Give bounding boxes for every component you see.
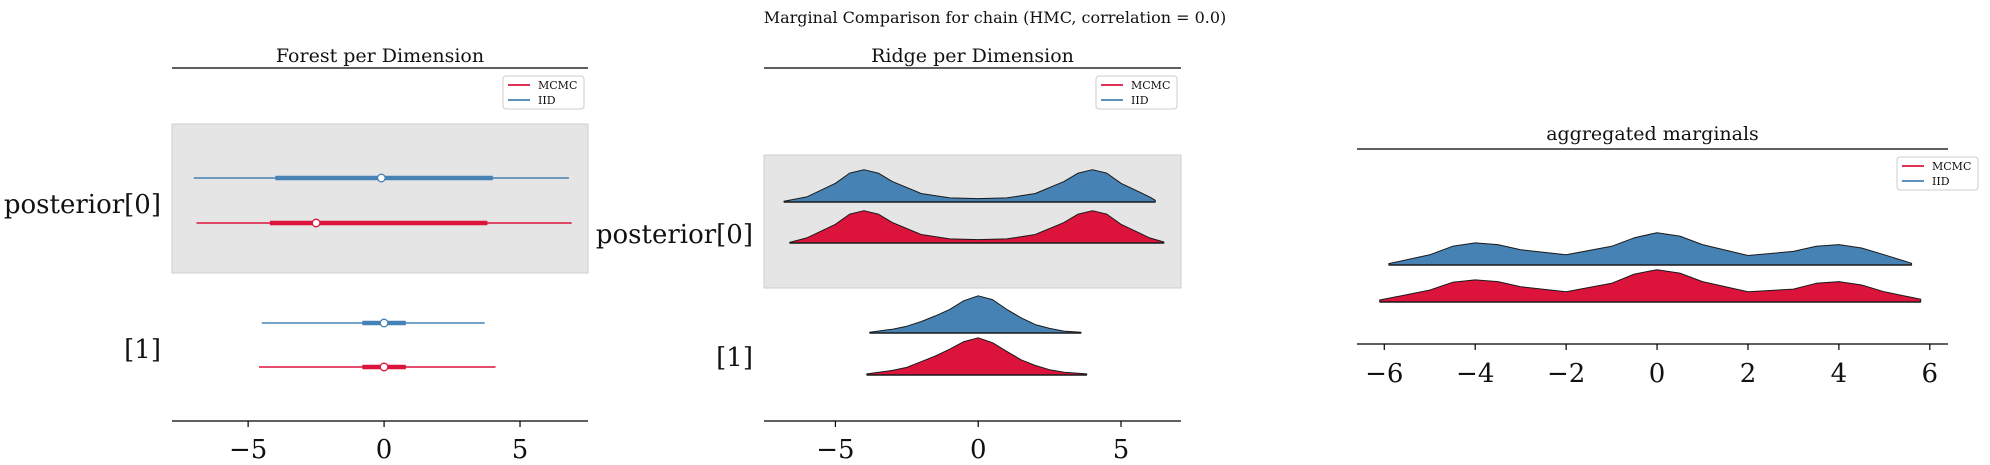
row-label: [1] [124,335,161,365]
row-highlight-band [171,123,589,274]
legend-label-mcmc: MCMC [1932,160,1971,173]
ridge-density-mcmc [789,210,1165,244]
x-tick-label: 2 [1740,359,1757,389]
forest-median-iid [379,318,389,328]
ridge-density-iid [1388,232,1913,266]
legend-label-mcmc: MCMC [538,79,577,92]
row-label: posterior[0] [4,190,161,220]
x-tick-label: −2 [1547,359,1585,389]
legend: MCMC IID [1896,156,1979,191]
forest-median-mcmc [311,218,321,228]
panel-3: aggregated marginals −6 −4 −2 0 2 4 6 MCMC IID [1357,123,1979,389]
legend-label-mcmc: MCMC [1131,79,1170,92]
x-tick-label: −6 [1365,359,1403,389]
legend: MCMC IID [502,75,585,110]
row-highlight-band [763,154,1182,289]
row-label: posterior[0] [596,220,753,250]
legend: MCMC IID [1095,75,1178,110]
ridge-density-mcmc [1379,269,1922,303]
panel-title: Forest per Dimension [276,45,484,67]
x-tick-label: 5 [512,435,529,465]
x-tick-label: 0 [970,435,987,465]
x-tick-label: 5 [1113,435,1130,465]
legend-label-iid: IID [538,94,556,107]
x-tick-label: −4 [1456,359,1494,389]
panels: Forest per Dimension posterior[0] [1] −5 0 5 M… [4,45,1979,465]
legend-label-iid: IID [1131,94,1149,107]
x-tick-label: −5 [229,435,267,465]
x-tick-label: −5 [816,435,854,465]
figure-suptitle: Marginal Comparison for chain (HMC, corr… [764,8,1227,27]
x-tick-label: 0 [376,435,393,465]
ridge-density-mcmc [866,337,1088,376]
x-tick-label: 0 [1649,359,1666,389]
x-tick-label: 4 [1831,359,1848,389]
x-tick-label: 6 [1922,359,1939,389]
panel-title: Ridge per Dimension [871,45,1074,67]
panel-title: aggregated marginals [1546,123,1759,145]
forest-median-iid [376,173,386,183]
forest-median-mcmc [379,362,389,372]
row-label: [1] [716,343,753,373]
ridge-density-iid [783,169,1156,203]
ridge-density-iid [869,295,1082,334]
panel-2: Ridge per Dimension posterior[0] [1] −5 0 5 MC… [596,45,1182,465]
legend-label-iid: IID [1932,175,1950,188]
panel-1: Forest per Dimension posterior[0] [1] −5 0 5 M… [4,45,589,465]
